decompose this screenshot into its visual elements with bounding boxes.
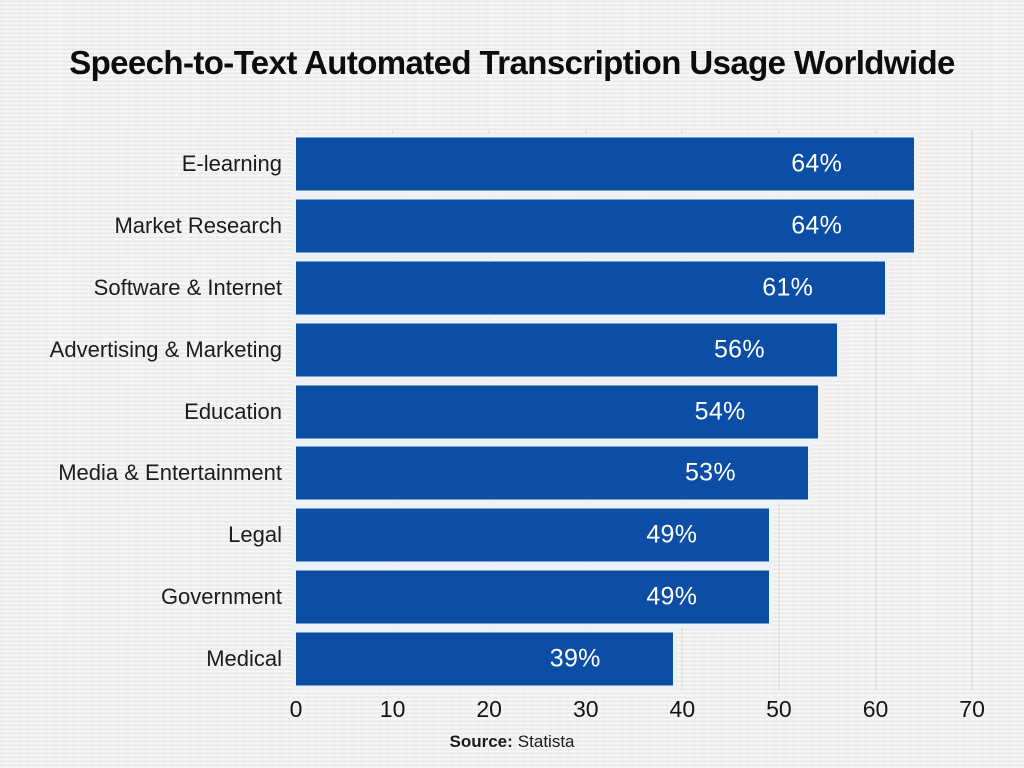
x-tick-label: 40: [669, 696, 696, 722]
bar-row: 54%: [292, 381, 975, 443]
bar-value-label: 49%: [646, 520, 698, 549]
category-label: E-learning: [181, 150, 282, 176]
bar-value-label: 54%: [694, 397, 746, 425]
bar-value-label: 64%: [791, 149, 843, 178]
x-axis: 0 10 20 30 40 50 60 70: [290, 690, 985, 726]
x-tick-label: 50: [766, 696, 792, 722]
bar-value-label: 56%: [713, 335, 765, 364]
chart-title: Speech-to-Text Automated Transcription U…: [69, 44, 955, 81]
x-tick-label: 10: [379, 696, 406, 722]
bar-legal: 49%: [292, 504, 774, 566]
plot-area: 64% 64% 61% 56% 54% 53% 49% 49% 39%: [292, 130, 975, 690]
bar-row: 39%: [292, 628, 975, 690]
bar-row: 56%: [292, 319, 975, 381]
category-label: Media & Entertainment: [58, 460, 282, 486]
bar-value-label: 53%: [684, 458, 736, 487]
x-tick-label: 30: [572, 696, 599, 722]
bar-software-internet: 61%: [292, 257, 890, 319]
category-label-column: E-learning Market Research Software & Inte…: [0, 133, 282, 690]
bar-row: 49%: [292, 566, 975, 628]
bar-row: 49%: [292, 504, 975, 566]
x-tick-label: 20: [476, 696, 502, 722]
category-label: Market Research: [114, 212, 282, 238]
category-label: Education: [184, 398, 282, 424]
gridline-70: [971, 130, 973, 690]
source-label: Source:: [449, 732, 513, 751]
bar-row: 64%: [292, 133, 975, 195]
bar-media-entertainment: 53%: [292, 442, 812, 504]
bar-row: 64%: [292, 195, 975, 257]
source-note: Source: Statista: [0, 732, 1024, 752]
bar-value-label: 64%: [791, 211, 843, 240]
bar-rows: 64% 64% 61% 56% 54% 53% 49% 49% 39%: [292, 133, 975, 690]
category-label: Software & Internet: [93, 274, 282, 300]
bar-row: 53%: [292, 442, 975, 504]
source-value: Statista: [517, 732, 575, 751]
bar-advertising-marketing: 56%: [292, 319, 841, 381]
bar-value-label: 49%: [646, 582, 698, 611]
category-label: Advertising & Marketing: [49, 336, 282, 362]
bar-government: 49%: [292, 566, 774, 628]
bar-market-research: 64%: [292, 195, 919, 257]
x-tick-label: 0: [289, 696, 303, 722]
bar-medical: 39%: [292, 628, 677, 690]
category-label: Medical: [206, 646, 282, 672]
bar-education: 54%: [292, 381, 822, 442]
gridline-60: [875, 130, 877, 690]
x-tick-label: 60: [862, 696, 889, 722]
x-tick-label: 70: [959, 696, 985, 722]
bar-value-label: 61%: [762, 273, 814, 302]
category-label: Government: [160, 584, 282, 610]
bar-e-learning: 64%: [292, 133, 919, 195]
bar-row: 61%: [292, 257, 975, 319]
bar-value-label: 39%: [549, 644, 601, 673]
category-label: Legal: [228, 522, 282, 548]
